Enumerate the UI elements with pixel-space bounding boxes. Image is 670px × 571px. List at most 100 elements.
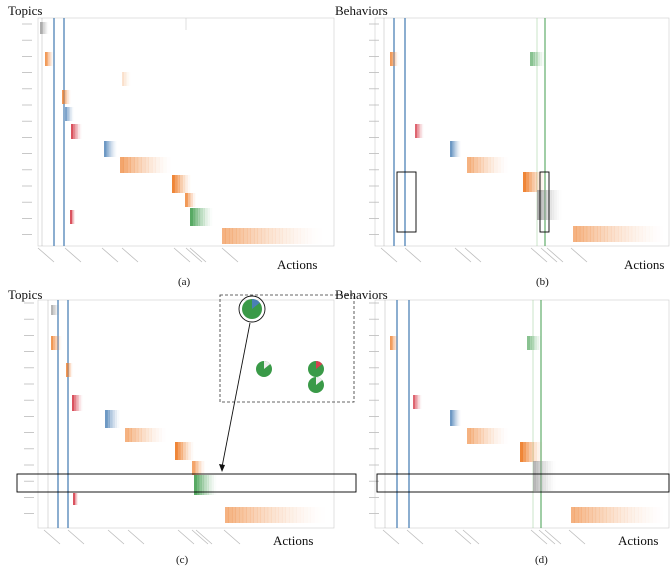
heat-cell (158, 428, 162, 442)
heat-cell (542, 461, 546, 491)
column-label-mark (64, 247, 82, 263)
heat-cell (581, 507, 586, 523)
heat-cell (595, 507, 600, 523)
heat-cell (131, 428, 136, 442)
heat-cell (123, 72, 126, 86)
panel-c-title: Topics (8, 287, 43, 302)
heat-cell (611, 226, 615, 242)
heat-cell (264, 507, 269, 523)
heat-cell (624, 507, 628, 523)
heat-cell (452, 141, 455, 157)
column-label-mark (107, 529, 125, 545)
heat-cell (141, 428, 146, 442)
heat-cell (546, 190, 550, 220)
heat-cell (497, 428, 501, 444)
heat-cell (159, 157, 164, 173)
heat-cell (300, 228, 305, 244)
pointer-arrow-line (221, 322, 251, 468)
heat-cell (128, 428, 132, 442)
panel-d-caption: (d) (535, 554, 548, 566)
heat-cell (396, 52, 399, 66)
zoom-inset (219, 294, 355, 403)
heat-cell (395, 52, 397, 66)
heat-cell (51, 305, 53, 315)
heat-cell (166, 157, 170, 173)
heat-cell (155, 157, 160, 173)
highlight-box (539, 171, 550, 233)
heat-cell (271, 507, 276, 523)
heat-cell (296, 507, 301, 523)
heat-cell (527, 336, 530, 350)
heat-cell (135, 428, 139, 442)
heat-cell (631, 226, 636, 242)
heat-cell (206, 475, 209, 495)
heat-cell (151, 428, 156, 442)
heat-cell (545, 461, 548, 491)
heat-cell (68, 107, 71, 121)
heat-cell (497, 157, 501, 173)
heat-cell (579, 226, 584, 242)
heat-cell (155, 428, 159, 442)
heat-cell (126, 72, 129, 86)
heat-cell (586, 226, 591, 242)
heat-cell (645, 226, 650, 242)
heat-cell (590, 226, 595, 242)
heat-cell (198, 461, 202, 475)
heat-cell (104, 141, 107, 157)
heat-cell (649, 507, 653, 523)
heat-cell (105, 410, 108, 428)
heat-cell (487, 428, 491, 444)
heat-cell (549, 190, 552, 220)
heat-cell (120, 157, 124, 173)
heat-cell (413, 395, 415, 409)
heat-cell (257, 228, 262, 244)
heat-cell (394, 52, 396, 66)
heat-cell (106, 141, 109, 157)
heat-cell (609, 507, 614, 523)
heat-cell (458, 141, 461, 157)
heat-cell (458, 410, 461, 426)
column-label-mark (195, 529, 213, 545)
heat-cell (127, 157, 132, 173)
heat-cell (537, 52, 540, 66)
heat-cell (55, 305, 58, 315)
heat-cell (66, 107, 69, 121)
heat-cell (247, 228, 251, 244)
heat-cell (210, 208, 213, 226)
heat-cell (599, 507, 604, 523)
heat-cell (530, 52, 533, 66)
panel-b-axis-label: Actions (624, 257, 665, 272)
column-label-mark (530, 247, 548, 263)
column-label-mark (406, 529, 424, 545)
heat-cell (272, 228, 276, 244)
panel-c: Topics Actions (c) (0, 285, 357, 571)
heat-cell (275, 228, 280, 244)
panel-a: Topics Actions (a) (0, 0, 335, 288)
heat-cell (559, 190, 562, 220)
column-label-mark (538, 529, 556, 545)
heat-cell (134, 157, 139, 173)
heat-cell (547, 461, 551, 491)
heat-cell (396, 336, 399, 350)
heat-cell (201, 475, 205, 495)
heat-cell (493, 428, 498, 444)
column-label-mark (173, 247, 191, 263)
heat-cell (45, 52, 47, 66)
heat-cell (197, 208, 201, 226)
heat-cell (645, 507, 650, 523)
heat-cell (314, 507, 318, 523)
heat-cell (318, 507, 322, 523)
heat-cell (239, 507, 244, 523)
heat-cell (308, 228, 312, 244)
heat-cell (194, 475, 197, 495)
column-label-mark (67, 529, 85, 545)
heat-cell (531, 442, 535, 462)
heat-cell (391, 336, 393, 350)
heat-cell (292, 507, 297, 523)
heat-cell (649, 226, 653, 242)
heat-cell (542, 172, 545, 192)
heat-cell (531, 172, 535, 192)
heat-cell (652, 507, 656, 523)
heat-cell (285, 507, 290, 523)
heat-cell (303, 507, 308, 523)
